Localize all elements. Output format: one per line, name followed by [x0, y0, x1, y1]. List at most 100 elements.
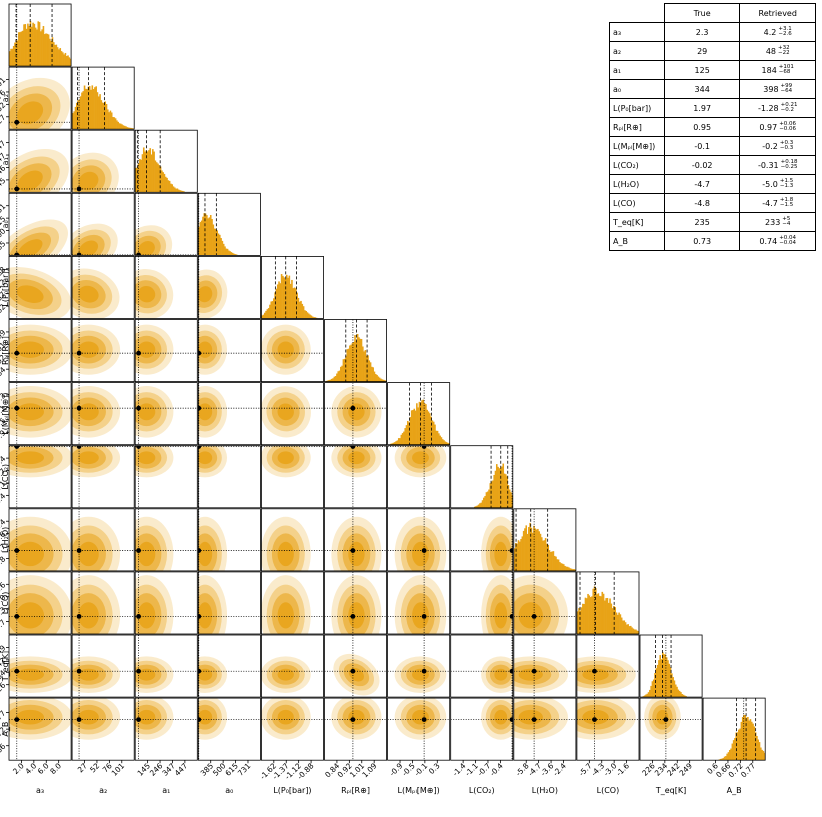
contour-panel	[197, 255, 261, 319]
histogram-bar	[722, 758, 725, 761]
histogram-bar	[422, 399, 425, 445]
histogram-bar	[374, 374, 377, 382]
histogram-bar	[309, 314, 311, 319]
histogram-bar	[285, 274, 288, 319]
histogram-bar	[572, 569, 574, 571]
truth-marker	[198, 717, 202, 722]
histogram-bar	[721, 758, 723, 761]
histogram-bar	[90, 89, 92, 130]
true-value: 0.73	[663, 231, 741, 251]
histogram-bar	[582, 603, 584, 634]
histogram-bar	[473, 506, 476, 508]
histogram-bar	[391, 443, 394, 445]
histogram-panel	[513, 508, 577, 572]
panel-frame	[324, 697, 387, 761]
contour-panel	[450, 697, 514, 761]
histogram-bar	[622, 620, 624, 634]
histogram-bar	[336, 373, 338, 382]
contour-level	[16, 451, 45, 465]
y-tick-label: -0.9	[0, 428, 8, 445]
retrieved-value: -0.2	[762, 141, 778, 151]
param-name: a₁	[609, 60, 665, 80]
contour-level	[348, 451, 365, 465]
histogram-bar	[747, 717, 749, 761]
histogram-bar	[282, 275, 284, 319]
histogram-bar	[643, 695, 646, 698]
truth-marker	[350, 668, 356, 674]
contour-panel	[134, 634, 198, 698]
histogram-bar	[73, 111, 75, 130]
histogram-bar	[127, 127, 130, 130]
panel-frame	[513, 508, 577, 572]
histogram-bar	[598, 595, 601, 634]
histogram-bar	[139, 158, 141, 193]
y-tick-label: 0.92	[0, 353, 8, 371]
histogram-bar	[562, 564, 565, 571]
histogram-bar	[352, 341, 355, 382]
histogram-bar	[569, 568, 572, 571]
contour-panel	[8, 445, 72, 509]
panel-content	[198, 256, 228, 319]
panel-content	[450, 698, 513, 761]
histogram-bar	[432, 421, 435, 445]
histogram-bar	[651, 681, 654, 698]
histogram-bar	[416, 403, 418, 445]
panel-content	[72, 445, 135, 508]
truth-marker	[136, 614, 141, 619]
y-tick-label: 385	[0, 239, 8, 256]
panel-content	[9, 445, 72, 508]
histogram-bar	[25, 28, 28, 67]
panel-content	[640, 698, 703, 761]
panel-content	[9, 698, 72, 761]
histogram-bar	[216, 230, 219, 256]
histogram-bar	[731, 743, 734, 761]
panel-frame	[8, 571, 72, 635]
histogram-bar	[360, 338, 363, 382]
panel-content	[576, 571, 640, 634]
histogram-bar	[596, 594, 598, 634]
histogram-bar	[220, 238, 222, 256]
histogram-bar	[750, 721, 753, 761]
table-row: Rₚₗ[R⊕] 0.95 0.97 +0.06 −0.06	[609, 117, 816, 137]
histogram-bar	[266, 309, 269, 319]
histogram-bar	[649, 689, 651, 698]
contour-level	[582, 709, 609, 725]
retrieved-error: +0.3 −0.3	[780, 140, 793, 152]
truth-marker	[350, 614, 356, 619]
histogram-bar	[658, 660, 660, 698]
table-row: L(P₀[bar]) 1.97 -1.28 +0.21 −0.2	[609, 98, 816, 118]
panel-content	[387, 445, 450, 508]
panel-frame	[197, 192, 261, 256]
truth-marker	[14, 614, 20, 619]
histogram-bar	[426, 409, 429, 445]
histogram-bar	[381, 379, 384, 382]
histogram-bar	[136, 167, 139, 193]
panel-content	[718, 698, 766, 761]
histogram-bar	[278, 281, 280, 319]
truth-marker	[14, 350, 20, 356]
histogram-bar	[559, 562, 561, 571]
contour-panel	[134, 255, 198, 319]
histogram-bar	[365, 355, 368, 382]
histogram-bar	[30, 26, 33, 67]
histogram-bar	[283, 277, 285, 319]
histogram-bar	[376, 374, 378, 382]
histogram-bar	[207, 218, 209, 256]
panel-content	[450, 571, 513, 635]
error-minus: −68	[778, 69, 791, 75]
histogram-bar	[380, 378, 382, 382]
panel-frame	[134, 129, 198, 193]
histogram-bar	[148, 150, 150, 193]
histogram-bar	[570, 568, 573, 571]
contour-level	[198, 403, 213, 421]
histogram-bar	[613, 605, 615, 634]
histogram-bar	[445, 442, 448, 445]
histogram-panel	[450, 445, 514, 509]
y-tick-label: -1.12	[0, 277, 8, 297]
contour-level	[137, 341, 156, 358]
panel-frame	[71, 66, 135, 130]
histogram-bar	[627, 624, 629, 634]
histogram-bar	[270, 301, 273, 319]
y-tick-label: -5.8	[0, 554, 8, 571]
histogram-bar	[382, 379, 385, 382]
